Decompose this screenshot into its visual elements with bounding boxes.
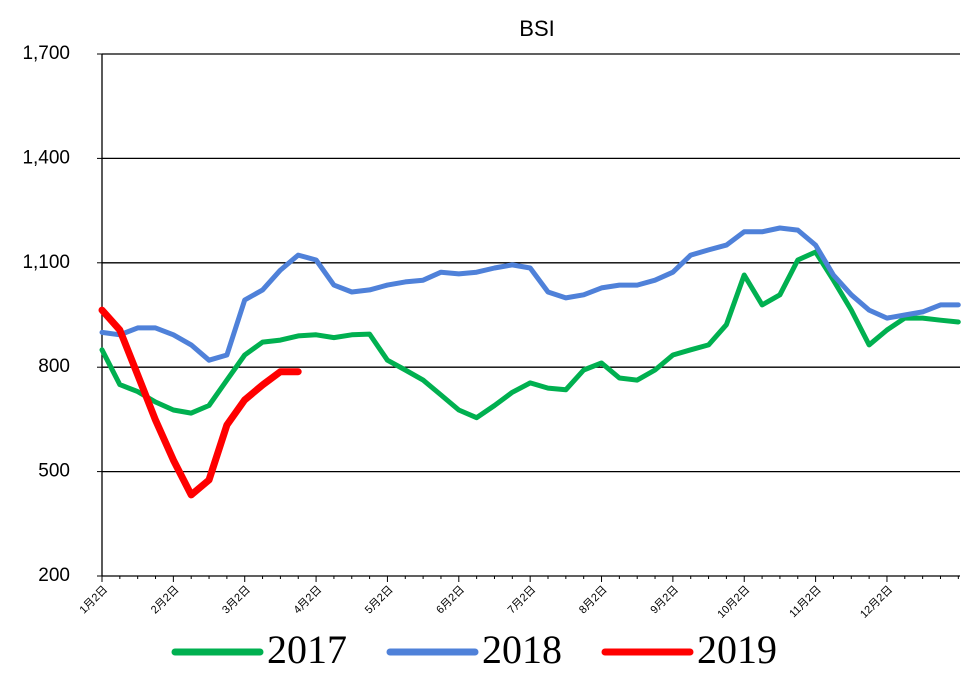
x-tick-label: 10月2日 xyxy=(715,584,752,621)
x-tick-label: 3月2日 xyxy=(220,584,253,617)
x-tick-label: 11月2日 xyxy=(787,584,823,620)
y-tick-label: 800 xyxy=(38,356,70,377)
x-tick-label: 9月2日 xyxy=(648,584,681,617)
x-tick-label: 7月2日 xyxy=(506,584,539,617)
x-tick-label: 5月2日 xyxy=(363,584,396,617)
y-tick-label: 1,400 xyxy=(22,147,70,168)
x-tick-label: 2月2日 xyxy=(149,584,182,617)
series-line xyxy=(99,225,961,363)
y-tick-label: 500 xyxy=(38,461,70,482)
x-tick-label: 12月2日 xyxy=(858,584,895,621)
legend-label: 2017 xyxy=(267,627,347,672)
series-line xyxy=(99,249,961,421)
x-tick-label: 1月2日 xyxy=(77,584,110,617)
y-tick-label: 200 xyxy=(38,565,70,586)
series-line xyxy=(98,306,302,499)
x-tick-label: 6月2日 xyxy=(434,584,467,617)
legend-label: 2018 xyxy=(482,627,562,672)
y-tick-label: 1,100 xyxy=(22,252,70,273)
legend-label: 2019 xyxy=(697,627,777,672)
x-tick-label: 8月2日 xyxy=(577,584,610,617)
chart-title: BSI xyxy=(519,16,554,41)
x-tick-label: 4月2日 xyxy=(292,584,325,617)
y-tick-label: 1,700 xyxy=(22,43,70,64)
